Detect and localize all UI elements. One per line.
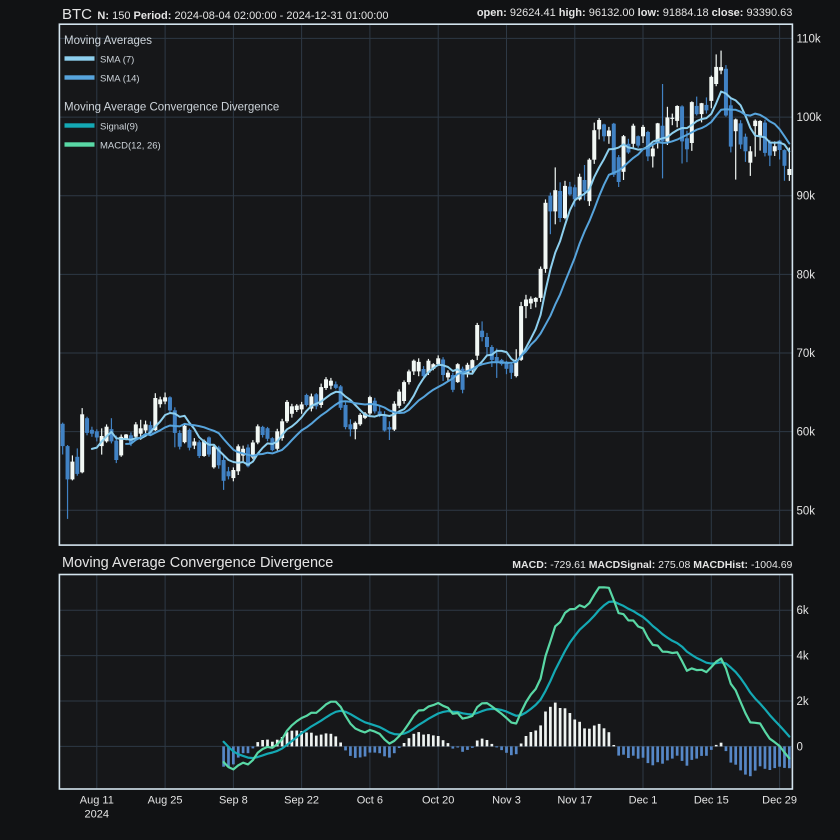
svg-text:Oct 20: Oct 20 <box>422 795 454 807</box>
svg-text:MACD(12, 26): MACD(12, 26) <box>100 141 161 152</box>
svg-text:SMA (7): SMA (7) <box>100 55 134 66</box>
svg-text:2k: 2k <box>797 696 809 708</box>
svg-text:SMA (14): SMA (14) <box>100 74 140 85</box>
svg-text:110k: 110k <box>797 33 821 45</box>
svg-text:0: 0 <box>797 741 803 753</box>
svg-text:Oct 6: Oct 6 <box>357 795 383 807</box>
svg-text:6k: 6k <box>797 605 809 617</box>
svg-text:70k: 70k <box>797 348 816 360</box>
svg-text:Sep 8: Sep 8 <box>219 795 248 807</box>
svg-text:80k: 80k <box>797 269 816 281</box>
svg-text:Dec 29: Dec 29 <box>762 795 797 807</box>
svg-text:50k: 50k <box>797 505 816 517</box>
svg-text:90k: 90k <box>797 191 816 203</box>
svg-text:Dec 1: Dec 1 <box>629 795 658 807</box>
svg-text:Moving Averages: Moving Averages <box>64 35 152 47</box>
svg-text:Dec 15: Dec 15 <box>694 795 729 807</box>
svg-text:Aug 25: Aug 25 <box>148 795 183 807</box>
svg-text:4k: 4k <box>797 651 809 663</box>
svg-text:Nov 3: Nov 3 <box>492 795 521 807</box>
svg-text:60k: 60k <box>797 427 816 439</box>
svg-text:Aug 11: Aug 11 <box>80 795 114 807</box>
svg-text:Nov 17: Nov 17 <box>557 795 592 807</box>
svg-text:Moving Average Convergence Div: Moving Average Convergence Divergence <box>64 102 279 114</box>
svg-text:Signal(9): Signal(9) <box>100 122 138 133</box>
svg-text:Sep 22: Sep 22 <box>284 795 319 807</box>
svg-text:2024: 2024 <box>85 809 109 821</box>
svg-text:100k: 100k <box>797 112 822 124</box>
